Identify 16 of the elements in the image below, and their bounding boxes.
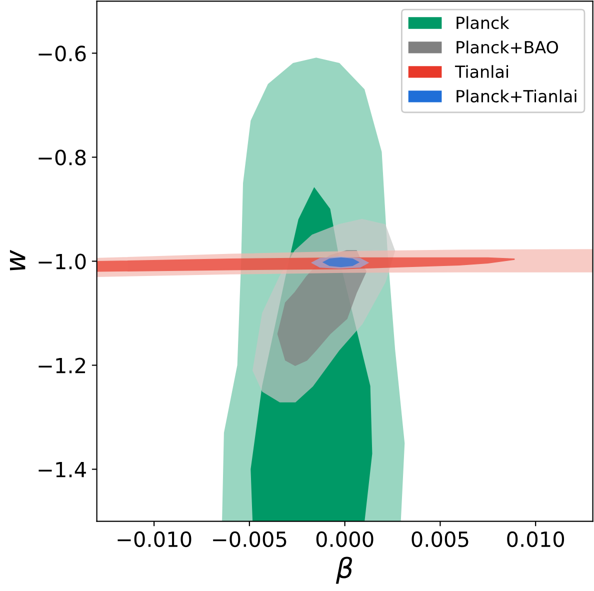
x-tick-label: −0.005: [213, 531, 286, 548]
y-tick-label: −0.8: [38, 150, 86, 166]
y-tick-label: −0.6: [38, 46, 86, 62]
y-tick-label: −1.2: [38, 358, 86, 374]
x-tick-label: 0.000: [316, 531, 374, 548]
legend-label: Planck+BAO: [456, 40, 558, 54]
legend-label: Planck+Tianlai: [456, 90, 576, 102]
x-tick-label: 0.005: [412, 531, 468, 548]
y-axis-title: w: [10, 250, 26, 270]
legend-label: Planck: [456, 16, 510, 30]
x-tick-label: −0.010: [118, 531, 192, 548]
x-axis-title: β: [336, 556, 352, 584]
y-tick-label: −1.4: [38, 462, 86, 478]
legend-label: Tianlai: [454, 65, 508, 78]
y-tick-label: −1.0: [38, 254, 86, 270]
x-tick-label: 0.010: [507, 531, 564, 548]
